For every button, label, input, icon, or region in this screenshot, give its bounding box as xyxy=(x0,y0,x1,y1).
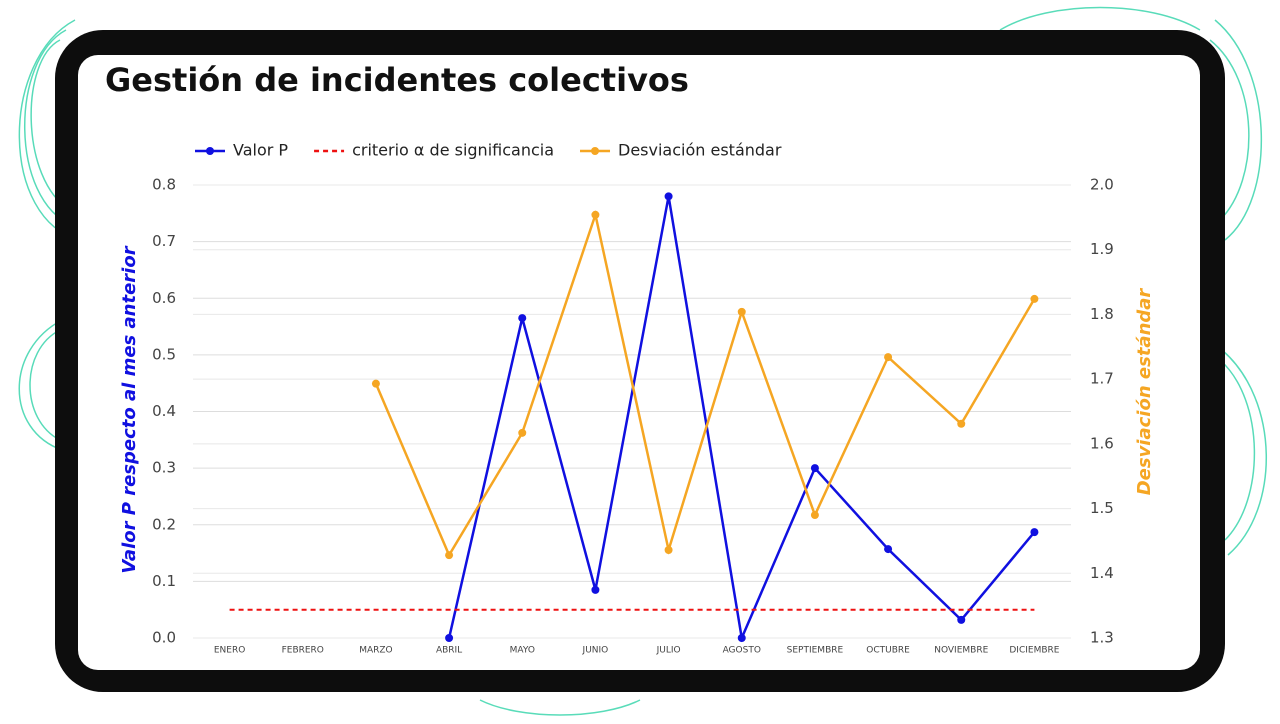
point xyxy=(591,585,600,594)
y2-tick-label: 1.5 xyxy=(1090,499,1114,517)
y-tick-label: 0.6 xyxy=(152,289,176,307)
point xyxy=(810,511,819,520)
x-tick-label: JUNIO xyxy=(582,646,609,656)
y-tick-label: 0.5 xyxy=(152,345,176,363)
x-tick-label: JULIO xyxy=(656,646,681,656)
legend-label: criterio α de significancia xyxy=(352,141,554,160)
x-tick-label: ENERO xyxy=(214,646,245,656)
point xyxy=(957,615,966,624)
y2-tick-label: 1.3 xyxy=(1090,629,1114,647)
point xyxy=(371,379,380,388)
y-tick-label: 0.2 xyxy=(152,515,176,533)
point xyxy=(664,545,673,554)
y-axis-label: Valor P respecto al mes anterior xyxy=(119,245,140,573)
point xyxy=(445,551,454,560)
point xyxy=(591,210,600,219)
x-tick-label: ABRIL xyxy=(436,646,462,656)
x-tick-label: MARZO xyxy=(359,646,392,656)
point xyxy=(957,419,966,428)
legend-label: Desviación estándar xyxy=(618,141,782,160)
y-tick-label: 0.0 xyxy=(152,629,176,647)
x-tick-label: SEPTIEMBRE xyxy=(787,646,844,656)
decoration xyxy=(18,6,1267,716)
point xyxy=(884,545,893,554)
y-tick-label: 0.7 xyxy=(152,232,176,250)
y-tick-label: 0.4 xyxy=(152,402,176,420)
y-tick-label: 0.1 xyxy=(152,572,176,590)
y2-tick-label: 2.0 xyxy=(1090,176,1114,194)
point xyxy=(664,192,673,201)
y-tick-label: 0.3 xyxy=(152,459,176,477)
point xyxy=(1030,528,1039,537)
legend-marker xyxy=(206,147,214,155)
point xyxy=(518,428,527,437)
legend-marker xyxy=(591,147,600,155)
y2-tick-label: 1.4 xyxy=(1090,564,1114,582)
point xyxy=(1030,294,1039,303)
y2-tick-label: 1.7 xyxy=(1090,370,1114,388)
y2-tick-label: 1.9 xyxy=(1090,240,1114,258)
screen xyxy=(78,55,1200,670)
chart-title: Gestión de incidentes colectivos xyxy=(105,61,689,99)
x-tick-label: FEBRERO xyxy=(282,646,324,656)
point xyxy=(884,353,893,362)
x-tick-label: MAYO xyxy=(510,646,535,656)
point xyxy=(445,634,454,642)
x-tick-label: OCTUBRE xyxy=(866,646,910,656)
point xyxy=(737,307,746,316)
point xyxy=(737,634,746,642)
y2-axis-label: Desviación estándar xyxy=(1134,288,1155,496)
legend-label: Valor P xyxy=(233,141,288,160)
point xyxy=(810,464,819,473)
y-tick-label: 0.8 xyxy=(152,176,176,194)
x-tick-label: NOVIEMBRE xyxy=(934,646,988,656)
x-tick-label: AGOSTO xyxy=(723,646,761,656)
x-tick-label: DICIEMBRE xyxy=(1009,646,1059,656)
y2-tick-label: 1.8 xyxy=(1090,305,1114,323)
point xyxy=(518,314,527,323)
series-line xyxy=(374,210,1036,558)
y2-tick-label: 1.6 xyxy=(1090,434,1114,452)
